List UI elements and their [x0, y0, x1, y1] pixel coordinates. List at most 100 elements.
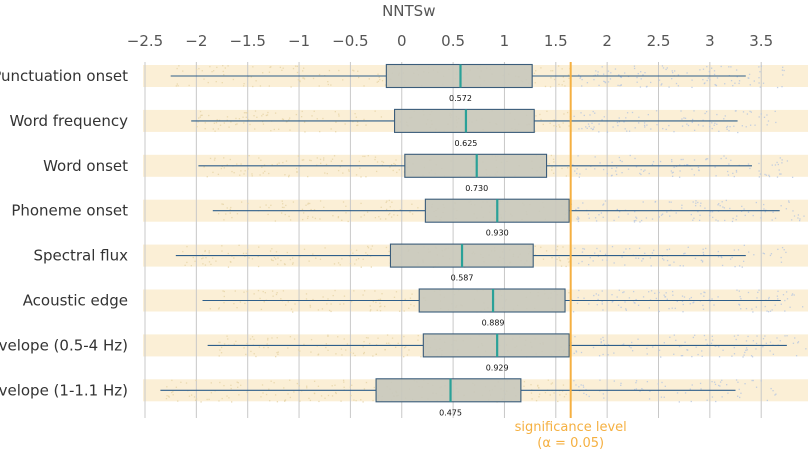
scatter-dot: [719, 381, 722, 383]
scatter-dot: [213, 70, 215, 72]
scatter-dot: [380, 206, 382, 208]
scatter-dot: [780, 303, 782, 305]
scatter-dot: [537, 387, 540, 389]
scatter-dot: [739, 295, 741, 298]
scatter-dot: [347, 220, 349, 223]
scatter-dot: [637, 72, 639, 75]
scatter-dot: [711, 127, 713, 130]
scatter-dot: [323, 206, 325, 208]
scatter-dot: [750, 355, 753, 357]
scatter-dot: [629, 154, 631, 157]
scatter-dot: [222, 290, 224, 292]
scatter-dot: [538, 393, 541, 395]
scatter-dot: [338, 113, 340, 115]
scatter-dot: [282, 161, 284, 164]
scatter-dot: [691, 86, 693, 89]
scatter-dot: [282, 118, 285, 121]
scatter-dot: [588, 125, 590, 128]
scatter-dot: [357, 70, 359, 72]
scatter-dot: [602, 353, 604, 356]
scatter-dot: [687, 246, 689, 248]
scatter-dot: [357, 124, 359, 126]
scatter-dot: [349, 249, 352, 251]
scatter-dot: [759, 173, 762, 175]
scatter-dot: [360, 202, 362, 205]
scatter-dot: [289, 219, 292, 221]
scatter-dot: [727, 392, 729, 394]
scatter-dot: [606, 259, 608, 261]
scatter-dot: [624, 128, 626, 130]
scatter-dot: [675, 82, 678, 85]
scatter-dot: [576, 302, 579, 304]
scatter-dot: [578, 262, 580, 265]
scatter-dot: [396, 171, 398, 174]
scatter-dot: [192, 256, 194, 259]
scatter-dot: [723, 118, 725, 120]
scatter-dot: [297, 155, 300, 157]
scatter-dot: [372, 300, 374, 303]
scatter-dot: [581, 78, 583, 81]
scatter-dot: [389, 166, 391, 168]
scatter-dot: [781, 162, 783, 164]
scatter-dot: [246, 342, 248, 345]
scatter-dot: [339, 303, 341, 305]
scatter-dot: [199, 116, 201, 118]
scatter-dot: [175, 85, 178, 87]
scatter-dot: [321, 308, 324, 310]
scatter-dot: [360, 399, 362, 401]
scatter-dot: [260, 308, 263, 311]
scatter-dot: [326, 172, 328, 175]
scatter-dot: [243, 83, 245, 85]
scatter-dot: [582, 386, 585, 388]
scatter-dot: [673, 334, 675, 336]
scatter-dot: [341, 219, 343, 221]
scatter-dot: [603, 80, 605, 83]
scatter-dot: [297, 79, 300, 81]
scatter-dot: [238, 244, 240, 246]
scatter-dot: [284, 174, 286, 176]
scatter-dot: [666, 249, 668, 251]
scatter-dot: [751, 308, 753, 310]
scatter-dot: [550, 383, 552, 385]
scatter-dot: [327, 334, 329, 336]
scatter-dot: [728, 130, 730, 132]
scatter-dot: [399, 209, 402, 211]
scatter-dot: [327, 298, 329, 300]
scatter-dot: [576, 168, 578, 170]
scatter-dot: [226, 335, 228, 337]
scatter-dot: [243, 291, 245, 293]
scatter-dot: [744, 351, 746, 354]
scatter-dot: [765, 342, 767, 344]
scatter-dot: [591, 122, 593, 124]
scatter-dot: [611, 174, 613, 176]
scatter-dot: [658, 349, 661, 351]
scatter-dot: [261, 166, 263, 168]
scatter-dot: [735, 169, 738, 172]
scatter-dot: [672, 71, 674, 74]
scatter-dot: [264, 170, 266, 173]
scatter-dot: [195, 68, 198, 71]
scatter-dot: [355, 174, 358, 176]
scatter-dot: [255, 80, 257, 82]
scatter-dot: [767, 311, 770, 313]
scatter-dot: [379, 298, 382, 300]
scatter-dot: [743, 244, 745, 246]
scatter-dot: [284, 399, 287, 401]
scatter-dot: [666, 211, 668, 213]
scatter-dot: [172, 391, 174, 393]
scatter-dot: [752, 379, 754, 382]
scatter-dot: [592, 128, 595, 130]
scatter-dot: [251, 336, 254, 338]
scatter-dot: [308, 397, 310, 400]
scatter-dot: [597, 73, 599, 76]
scatter-dot: [305, 204, 307, 206]
scatter-dot: [718, 356, 721, 358]
scatter-dot: [770, 253, 773, 255]
scatter-dot: [603, 397, 605, 399]
scatter-dot: [581, 260, 583, 263]
scatter-dot: [369, 305, 371, 307]
scatter-dot: [797, 341, 800, 343]
scatter-dot: [370, 266, 372, 268]
scatter-dot: [625, 308, 627, 310]
scatter-dot: [625, 117, 627, 119]
